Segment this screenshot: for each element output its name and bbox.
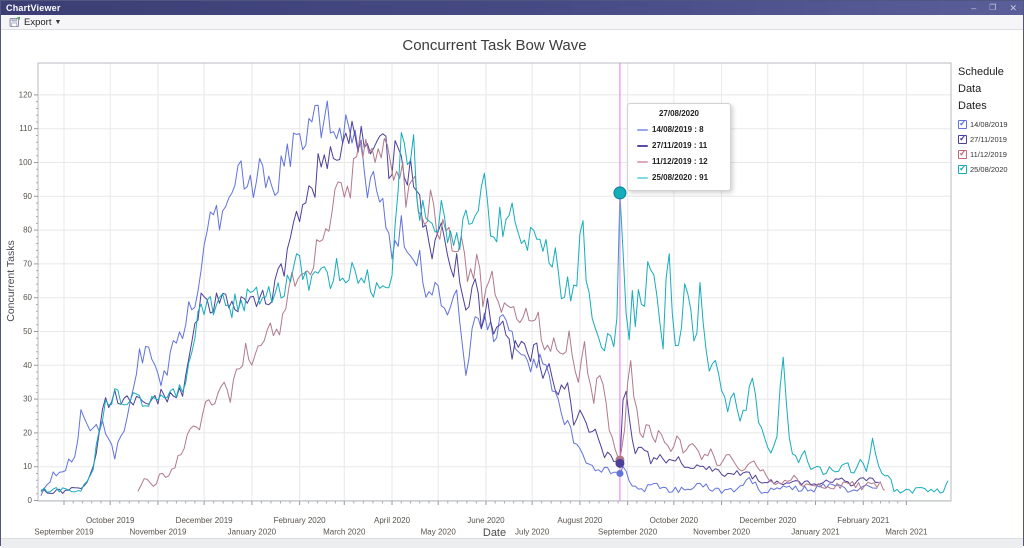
series-line-25-08-2020[interactable] (41, 133, 948, 494)
window-controls: – ❐ ✕ (971, 1, 1017, 15)
status-strip (1, 538, 1023, 548)
tooltip-date-header: 27/08/2020 (637, 109, 721, 118)
legend-item-14-08-2019[interactable]: ✓14/08/2019 (958, 117, 1024, 132)
tooltip-series-dash (637, 145, 648, 147)
tooltip-series-value: 11/12/2019 : 12 (652, 157, 708, 166)
y-tick-label: 100 (19, 158, 33, 167)
y-tick-label: 0 (28, 496, 33, 505)
chart-title: Concurrent Task Bow Wave (38, 37, 951, 54)
chart-tooltip: 27/08/2020 14/08/2019 : 8 27/11/2019 : 11… (627, 103, 731, 191)
y-tick-label: 70 (23, 259, 32, 268)
export-button[interactable]: Export ▼ (5, 16, 65, 29)
legend-item-label: 11/12/2019 (970, 150, 1007, 159)
legend-item-11-12-2019[interactable]: ✓11/12/2019 (958, 147, 1024, 162)
x-tick-label: October 2020 (650, 516, 699, 525)
tooltip-series-dash (637, 177, 648, 179)
x-tick-label: December 2020 (739, 516, 796, 525)
series-checkbox[interactable]: ✓ (958, 150, 967, 159)
y-tick-label: 90 (23, 192, 32, 201)
tooltip-series-dash (637, 161, 648, 163)
y-tick-label: 30 (23, 395, 32, 404)
series-checkbox[interactable]: ✓ (958, 135, 967, 144)
chart-legend: Schedule Data Dates ✓14/08/2019✓27/11/20… (958, 64, 1024, 177)
data-point-marker-27-11-2019[interactable] (615, 459, 624, 468)
legend-title-line: Data (958, 81, 1024, 98)
tooltip-row: 27/11/2019 : 11 (637, 141, 721, 150)
x-tick-label: April 2020 (374, 516, 411, 525)
export-button-label: Export (24, 17, 51, 28)
x-tick-label: October 2019 (86, 516, 135, 525)
x-tick-label: February 2020 (274, 516, 327, 525)
x-tick-label: February 2021 (837, 516, 890, 525)
x-tick-label: December 2019 (176, 516, 233, 525)
y-tick-label: 80 (23, 226, 32, 235)
title-bar: ChartViewer (1, 1, 1023, 15)
minimize-button[interactable]: – (971, 1, 976, 15)
tooltip-row: 11/12/2019 : 12 (637, 157, 721, 166)
series-checkbox[interactable]: ✓ (958, 165, 967, 174)
window-title: ChartViewer (1, 3, 61, 13)
y-tick-label: 40 (23, 361, 32, 370)
data-point-marker-25-08-2020[interactable] (614, 187, 626, 199)
y-tick-label: 120 (19, 90, 33, 99)
export-dropdown-caret: ▼ (54, 19, 61, 26)
tooltip-series-dash (637, 129, 648, 131)
legend-title-line: Dates (958, 98, 1024, 115)
y-tick-label: 10 (23, 462, 32, 471)
y-tick-label: 20 (23, 428, 32, 437)
legend-item-25-08-2020[interactable]: ✓25/08/2020 (958, 162, 1024, 177)
legend-title-line: Schedule (958, 64, 1024, 81)
checkmark-icon: ✓ (959, 149, 967, 158)
series-checkbox[interactable]: ✓ (958, 120, 967, 129)
y-tick-label: 110 (19, 124, 32, 133)
series-line-11-12-2019[interactable] (138, 139, 885, 492)
legend-item-27-11-2019[interactable]: ✓27/11/2019 (958, 132, 1024, 147)
tooltip-series-value: 14/08/2019 : 8 (652, 125, 704, 134)
x-tick-label: June 2020 (467, 516, 505, 525)
tooltip-row: 25/08/2020 : 91 (637, 173, 721, 182)
maximize-button[interactable]: ❐ (989, 1, 996, 15)
checkmark-icon: ✓ (959, 119, 967, 128)
export-icon (9, 16, 21, 28)
checkmark-icon: ✓ (959, 164, 967, 173)
tooltip-series-value: 27/11/2019 : 11 (652, 141, 707, 150)
legend-item-label: 25/08/2020 (970, 165, 1008, 174)
legend-item-label: 27/11/2019 (970, 135, 1007, 144)
legend-title: Schedule Data Dates (958, 64, 1024, 115)
legend-item-label: 14/08/2019 (970, 120, 1008, 129)
series-line-27-11-2019[interactable] (41, 121, 879, 493)
tooltip-row: 14/08/2019 : 8 (637, 125, 721, 134)
series-line-14-08-2019[interactable] (41, 101, 877, 496)
checkmark-icon: ✓ (959, 134, 967, 143)
tooltip-series-value: 25/08/2020 : 91 (652, 173, 708, 182)
x-tick-label: August 2020 (557, 516, 602, 525)
data-point-marker-14-08-2019[interactable] (616, 470, 623, 477)
y-axis-title: Concurrent Tasks (5, 201, 19, 361)
y-tick-label: 50 (23, 327, 32, 336)
menu-toolbar: Export ▼ (1, 15, 1023, 30)
y-tick-label: 60 (23, 293, 32, 302)
close-button[interactable]: ✕ (1009, 1, 1017, 15)
